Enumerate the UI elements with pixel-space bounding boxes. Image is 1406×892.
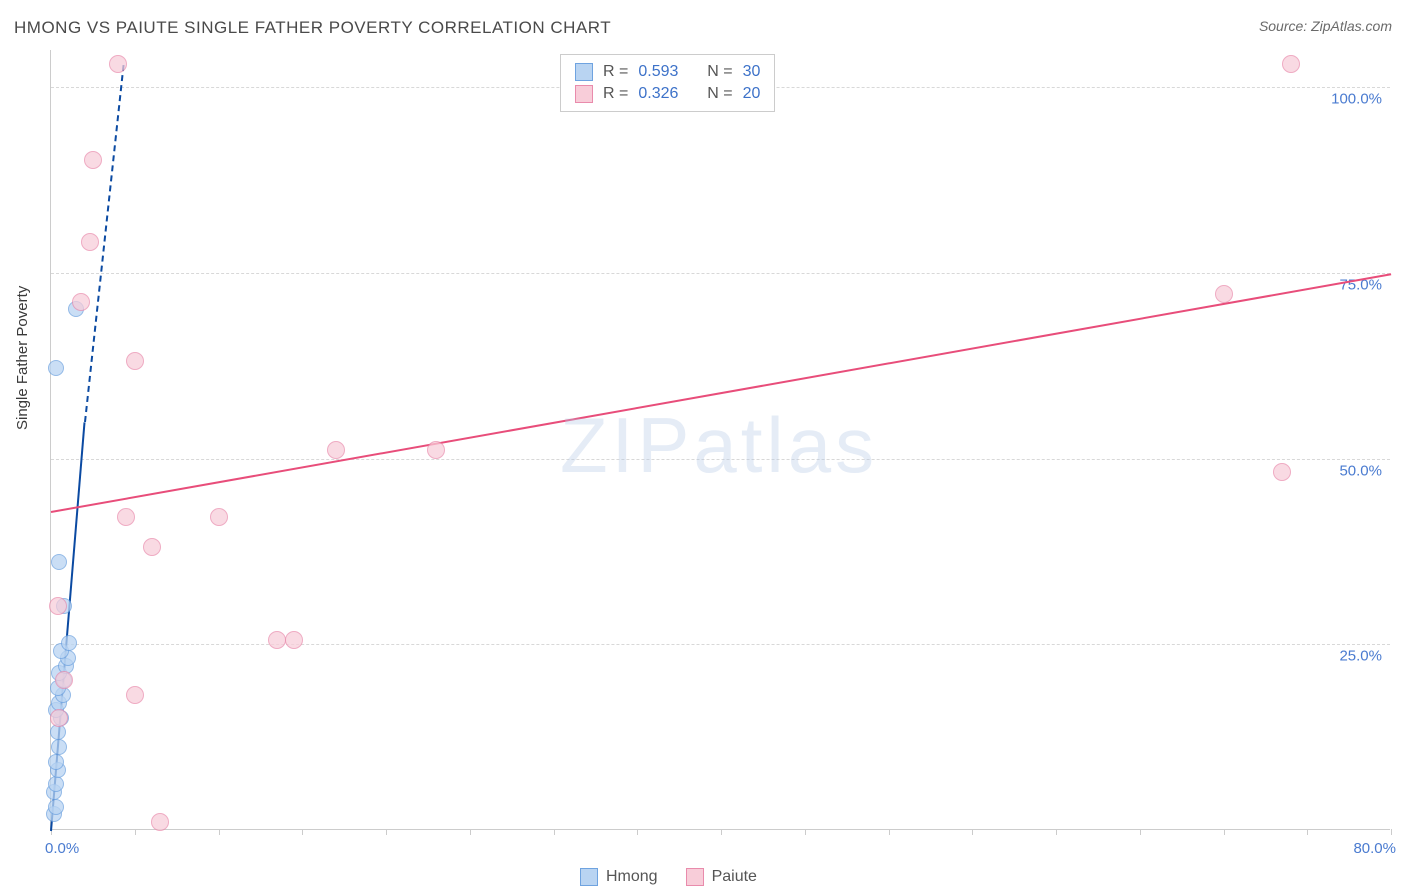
gridline	[51, 459, 1390, 460]
data-point	[72, 293, 90, 311]
stats-row: R = 0.326 N = 20	[575, 83, 760, 105]
x-tick	[721, 829, 722, 835]
x-tick	[1307, 829, 1308, 835]
x-tick	[1056, 829, 1057, 835]
legend-swatch	[580, 868, 598, 886]
data-point	[51, 739, 67, 755]
stat-n-value: 20	[743, 85, 761, 103]
stats-row: R = 0.593 N = 30	[575, 61, 760, 83]
x-tick	[637, 829, 638, 835]
x-tick	[470, 829, 471, 835]
x-tick	[1140, 829, 1141, 835]
data-point	[50, 724, 66, 740]
data-point	[126, 352, 144, 370]
data-point	[1273, 463, 1291, 481]
data-point	[51, 554, 67, 570]
data-point	[48, 360, 64, 376]
x-tick	[1224, 829, 1225, 835]
data-point	[84, 151, 102, 169]
x-tick	[135, 829, 136, 835]
regression-line	[51, 273, 1391, 513]
data-point	[50, 709, 68, 727]
data-point	[48, 754, 64, 770]
stat-n-value: 30	[743, 63, 761, 81]
data-point	[327, 441, 345, 459]
data-point	[126, 686, 144, 704]
data-point	[285, 631, 303, 649]
x-tick	[805, 829, 806, 835]
data-point	[1282, 55, 1300, 73]
legend-swatch	[575, 85, 593, 103]
data-point	[48, 799, 64, 815]
data-point	[210, 508, 228, 526]
y-axis-label: Single Father Poverty	[14, 286, 31, 430]
gridline	[51, 273, 1390, 274]
data-point	[117, 508, 135, 526]
series-legend: Hmong Paiute	[580, 868, 757, 886]
x-tick	[972, 829, 973, 835]
chart-source: Source: ZipAtlas.com	[1259, 18, 1392, 34]
gridline	[51, 644, 1390, 645]
legend-swatch	[575, 63, 593, 81]
x-tick	[1391, 829, 1392, 835]
data-point	[48, 776, 64, 792]
legend-swatch	[686, 868, 704, 886]
stat-n-label: N =	[707, 85, 732, 103]
stat-r-label: R =	[603, 85, 628, 103]
x-tick-label-right: 80.0%	[1353, 840, 1396, 857]
x-tick	[219, 829, 220, 835]
series-legend-item: Paiute	[686, 868, 757, 886]
x-tick	[302, 829, 303, 835]
y-tick-label: 100.0%	[1331, 91, 1382, 108]
stat-n-label: N =	[707, 63, 732, 81]
y-tick-label: 50.0%	[1339, 462, 1382, 479]
x-tick-label-left: 0.0%	[45, 840, 79, 857]
series-legend-item: Hmong	[580, 868, 658, 886]
data-point	[61, 635, 77, 651]
series-legend-label: Paiute	[712, 868, 757, 886]
stat-r-label: R =	[603, 63, 628, 81]
data-point	[81, 233, 99, 251]
data-point	[49, 597, 67, 615]
data-point	[109, 55, 127, 73]
data-point	[427, 441, 445, 459]
data-point	[268, 631, 286, 649]
x-tick	[386, 829, 387, 835]
stat-r-value: 0.326	[638, 85, 678, 103]
x-tick	[889, 829, 890, 835]
chart-title: HMONG VS PAIUTE SINGLE FATHER POVERTY CO…	[14, 18, 611, 38]
series-legend-label: Hmong	[606, 868, 658, 886]
data-point	[55, 671, 73, 689]
data-point	[1215, 285, 1233, 303]
data-point	[143, 538, 161, 556]
data-point	[151, 813, 169, 831]
stat-r-value: 0.593	[638, 63, 678, 81]
x-tick	[554, 829, 555, 835]
y-tick-label: 25.0%	[1339, 648, 1382, 665]
plot-area: 25.0%50.0%75.0%100.0%0.0%80.0%	[50, 50, 1390, 830]
stats-legend: R = 0.593 N = 30R = 0.326 N = 20	[560, 54, 775, 112]
